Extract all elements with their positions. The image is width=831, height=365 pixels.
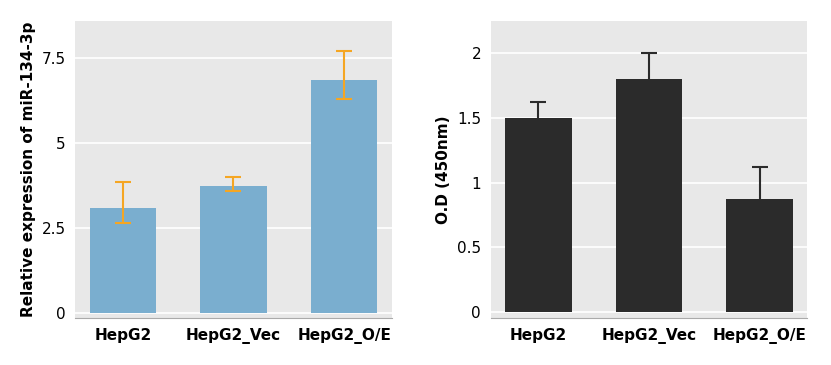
Y-axis label: O.D (450nm): O.D (450nm)	[436, 115, 451, 224]
Y-axis label: Relative expression of miR-134-3p: Relative expression of miR-134-3p	[21, 22, 36, 317]
Bar	[90, 208, 156, 313]
Bar	[616, 79, 682, 312]
Bar	[200, 186, 267, 313]
Bar	[726, 199, 793, 312]
Bar	[311, 80, 377, 313]
Bar	[505, 118, 572, 312]
